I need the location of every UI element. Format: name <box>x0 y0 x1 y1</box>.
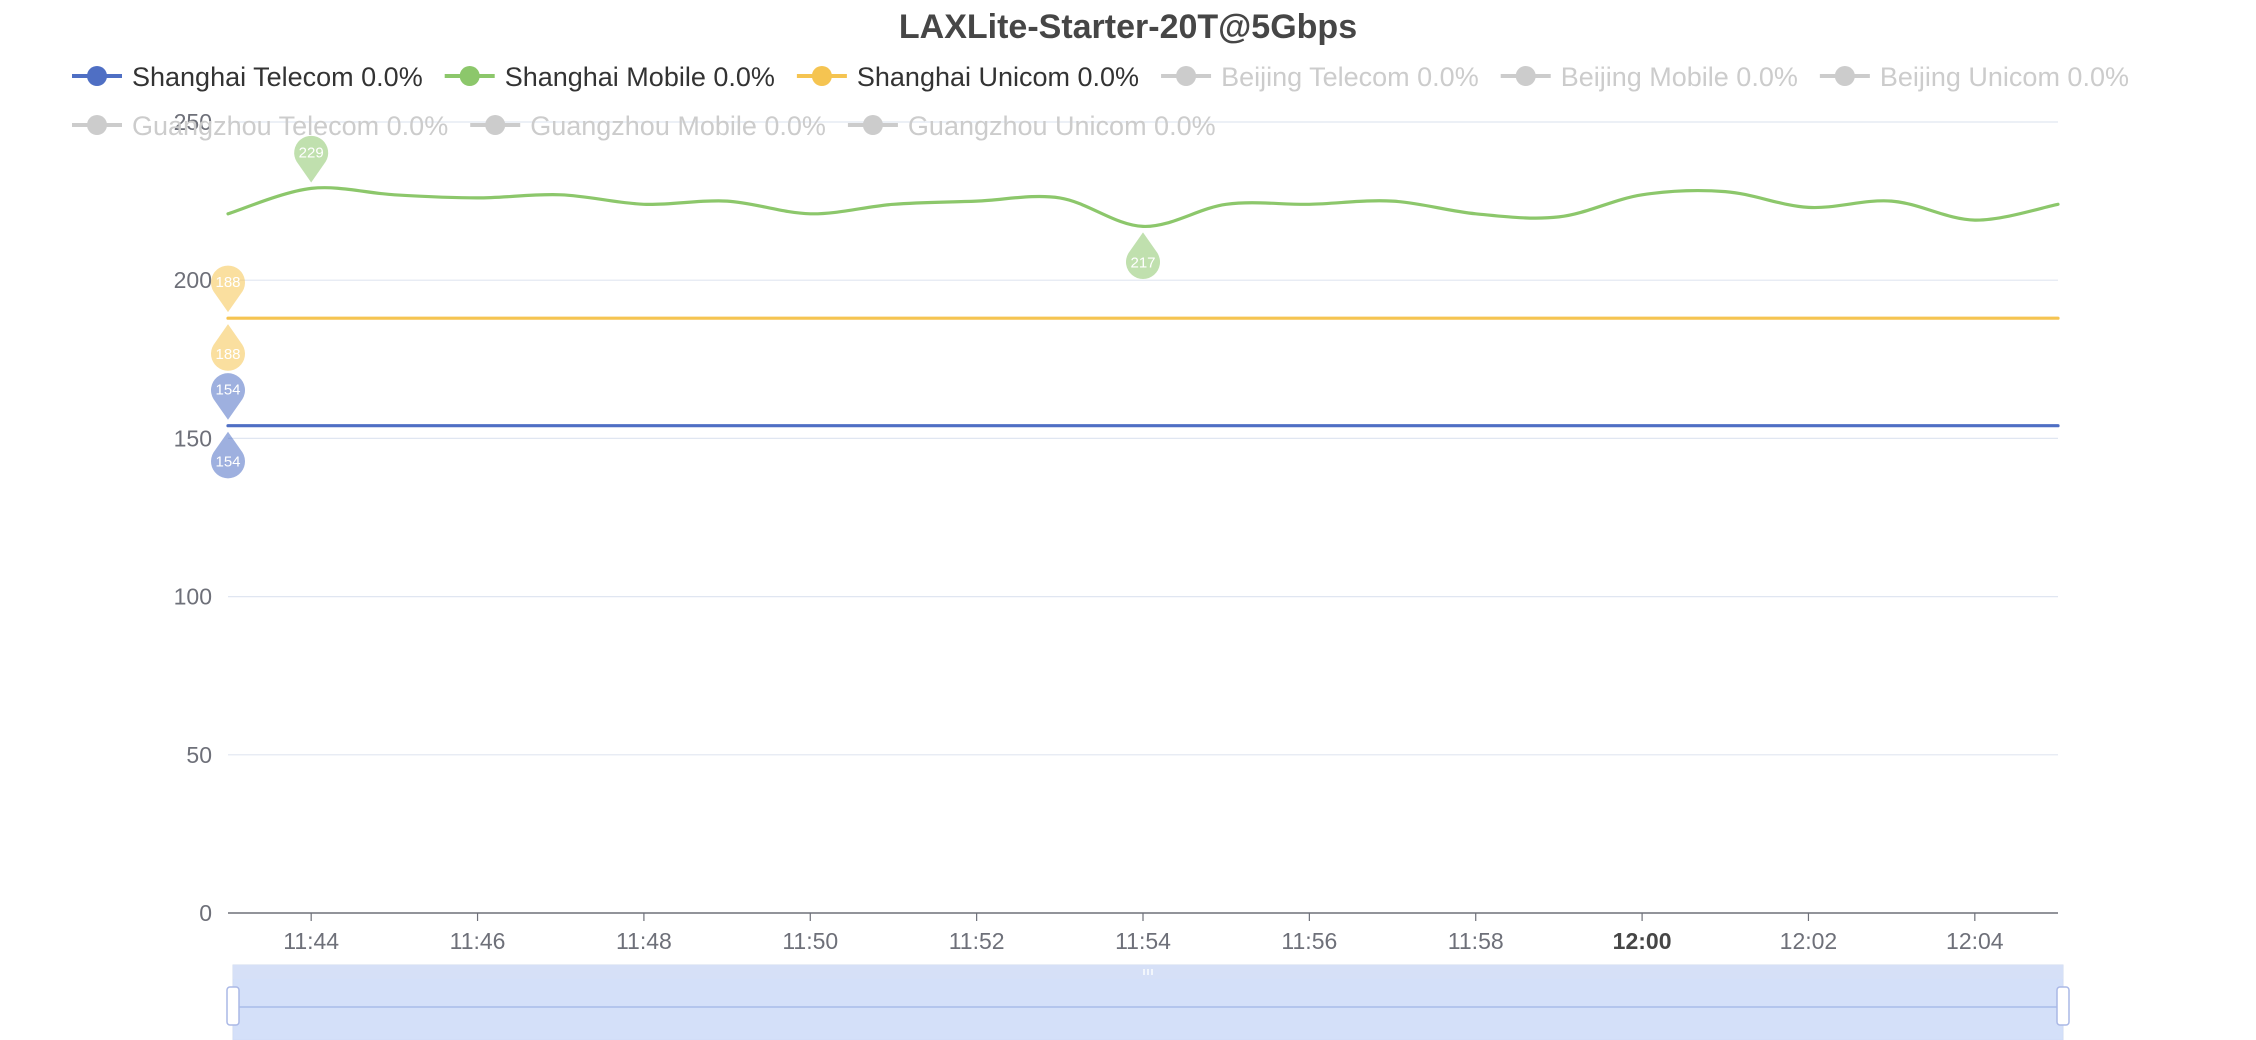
legend-item-label: Beijing Unicom 0.0% <box>1880 62 2129 92</box>
legend-item-label: Shanghai Telecom 0.0% <box>132 62 423 92</box>
marker-max-shanghai-telecom[interactable] <box>211 373 245 420</box>
x-tick-label: 12:02 <box>1780 928 1838 954</box>
marker-pin-shape <box>211 373 245 420</box>
legend-item[interactable]: Guangzhou Unicom 0.0% <box>847 111 1216 141</box>
legend-item-label: Guangzhou Mobile 0.0% <box>530 111 826 141</box>
x-tick-label: 11:54 <box>1115 928 1171 954</box>
legend-dot-icon <box>1834 66 1855 86</box>
marker-pin-shape <box>211 265 245 313</box>
marker-min-shanghai-telecom[interactable] <box>211 431 245 479</box>
x-tick-label: 12:00 <box>1613 928 1672 954</box>
datazoom-end-handle[interactable] <box>2056 986 2070 1026</box>
marker-pin-shape <box>1125 232 1160 280</box>
marker-pin-shape <box>211 431 245 479</box>
x-tick-label: 11:48 <box>616 928 672 954</box>
marker-pin-shape <box>211 324 245 371</box>
legend-item[interactable]: Shanghai Telecom 0.0% <box>72 62 423 92</box>
y-tick-label: 100 <box>174 584 212 610</box>
y-tick-label: 150 <box>174 425 212 451</box>
x-tick-label: 11:58 <box>1448 928 1504 954</box>
x-tick-label: 11:46 <box>450 928 506 954</box>
x-tick-label: 11:50 <box>782 928 838 954</box>
legend-dot-icon <box>1515 66 1536 86</box>
datazoom-start-handle[interactable] <box>226 986 240 1026</box>
legend-item-label: Beijing Telecom 0.0% <box>1221 62 1479 92</box>
y-gridlines <box>228 121 2058 914</box>
x-tick-label: 11:44 <box>283 928 339 954</box>
legend-dot-icon <box>1176 66 1197 86</box>
legend-item-label: Shanghai Unicom 0.0% <box>857 62 1139 92</box>
y-tick-label: 200 <box>174 267 212 293</box>
y-tick-label: 250 <box>174 109 212 135</box>
datazoom-selected-range[interactable] <box>233 979 2063 1040</box>
marker-label: 188 <box>215 274 240 291</box>
legend-item-label: Beijing Mobile 0.0% <box>1561 62 1798 92</box>
legend-item-label: Guangzhou Unicom 0.0% <box>908 111 1216 141</box>
legend-item[interactable]: Beijing Unicom 0.0% <box>1819 62 2129 92</box>
chart-title: LAXLite-Starter-20T@5Gbps <box>899 8 1357 46</box>
legend-item[interactable]: Shanghai Mobile 0.0% <box>444 62 775 92</box>
marker-min-shanghai-unicom[interactable] <box>211 324 245 371</box>
legend-dot-icon <box>459 66 480 86</box>
legend-dot-icon <box>485 115 506 135</box>
y-tick-label: 50 <box>186 742 212 768</box>
marker-label: 154 <box>215 454 240 471</box>
legend-dot-icon <box>862 115 883 135</box>
legend-item[interactable]: Shanghai Unicom 0.0% <box>796 62 1139 92</box>
legend-dot-icon <box>87 115 107 135</box>
marker-max-shanghai-mobile[interactable] <box>294 135 329 183</box>
datazoom-slider[interactable] <box>226 964 2070 1040</box>
legend-dot-icon <box>811 66 832 86</box>
legend: Shanghai Telecom 0.0% Shanghai Mobile 0.0… <box>72 62 2129 141</box>
marker-label: 217 <box>1130 254 1155 271</box>
marker-label: 229 <box>299 144 324 161</box>
y-tick-label: 0 <box>199 900 212 926</box>
x-tick-label: 12:04 <box>1946 928 2004 954</box>
marker-label: 188 <box>215 346 240 363</box>
datazoom-grip-icon[interactable] <box>1143 969 1153 975</box>
legend-item[interactable]: Beijing Mobile 0.0% <box>1500 62 1798 92</box>
marker-label: 154 <box>215 382 240 399</box>
marker-max-shanghai-unicom[interactable] <box>211 265 245 313</box>
legend-item[interactable]: Guangzhou Mobile 0.0% <box>470 111 826 141</box>
marker-min-shanghai-mobile[interactable] <box>1125 232 1160 280</box>
legend-item[interactable]: Beijing Telecom 0.0% <box>1161 62 1479 92</box>
legend-item-label: Shanghai Mobile 0.0% <box>505 62 775 92</box>
legend-item-label: Guangzhou Telecom 0.0% <box>132 111 448 141</box>
series-line-shanghai-mobile <box>226 186 2060 229</box>
x-tick-label: 11:52 <box>949 928 1005 954</box>
legend-item[interactable]: Guangzhou Telecom 0.0% <box>72 111 448 141</box>
marker-pin-shape <box>294 135 329 183</box>
legend-dot-icon <box>87 66 107 86</box>
x-tick-label: 11:56 <box>1281 928 1337 954</box>
